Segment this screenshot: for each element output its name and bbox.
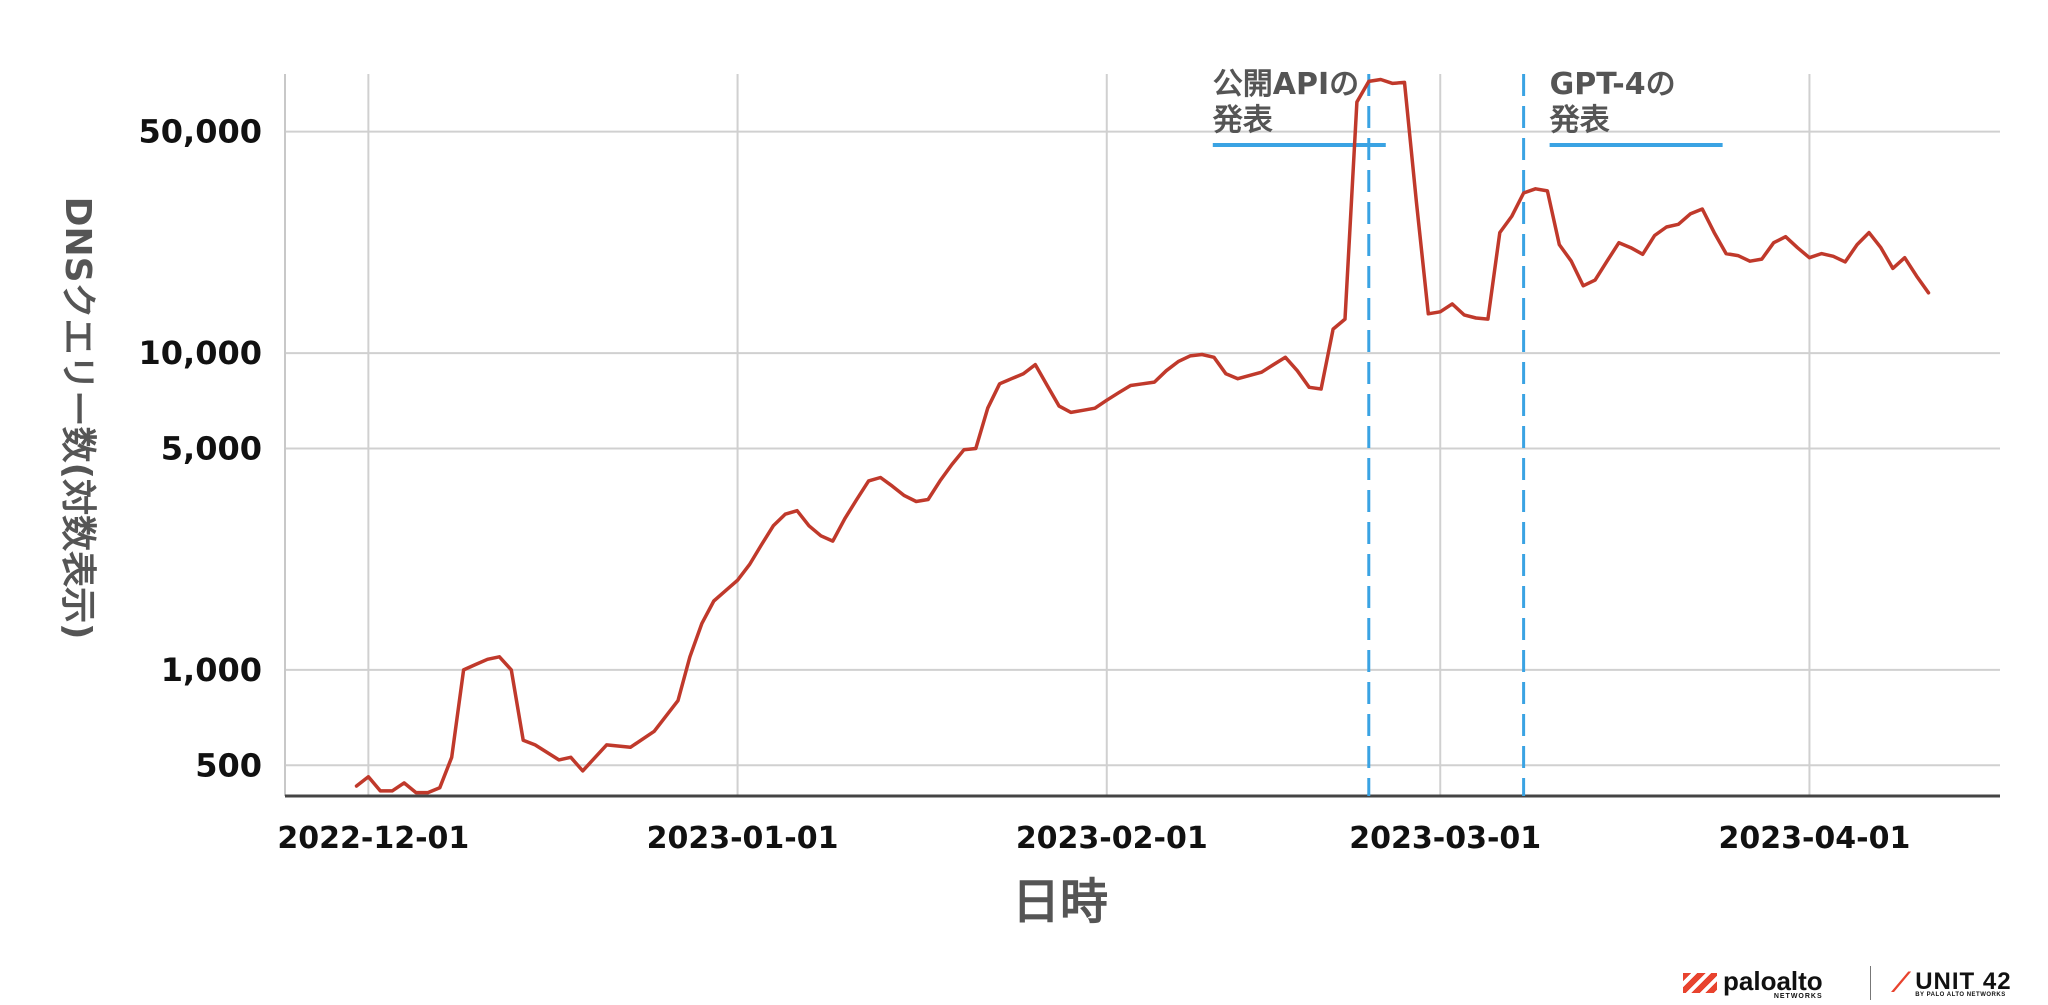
- y-tick-label: 5,000: [161, 429, 262, 467]
- paloalto-mark-icon: [1683, 973, 1717, 993]
- grid-lines: [284, 74, 2000, 798]
- x-tick-label: 2022-12-01: [277, 821, 469, 856]
- y-tick-label: 10,000: [139, 334, 262, 372]
- y-tick-label: 50,000: [139, 113, 262, 151]
- y-tick-label: 500: [195, 746, 262, 784]
- series-line: [354, 77, 1931, 795]
- series-layer: [354, 77, 1931, 795]
- x-tick-label: 2023-02-01: [1016, 821, 1208, 856]
- paloalto-logo: paloalto NETWORKS: [1683, 966, 1823, 1000]
- unit42-wordmark: UNIT 42 BY PALO ALTO NETWORKS: [1915, 968, 2012, 998]
- annotation-label-line1: GPT-4の: [1550, 67, 1676, 102]
- logo-divider: [1870, 966, 1871, 1000]
- annotation-label-line2: 発表: [1212, 103, 1273, 138]
- paloalto-wordmark: paloalto NETWORKS: [1723, 966, 1823, 1000]
- y-axis-ticks: 500 1,000 5,000 10,000 50,000: [139, 113, 262, 785]
- y-tick-label: 1,000: [161, 651, 262, 689]
- x-tick-label: 2023-04-01: [1718, 821, 1910, 856]
- x-tick-label: 2023-03-01: [1349, 821, 1541, 856]
- annotation-label-line1: 公開APIの: [1213, 67, 1359, 102]
- x-axis-ticks: 2022-12-01 2023-01-01 2023-02-01 2023-03-01…: [277, 821, 1910, 856]
- y-axis-title: DNSクエリー数(対数表示): [57, 197, 98, 640]
- unit42-logo: ⟋ UNIT 42 BY PALO ALTO NETWORKS: [1892, 967, 2012, 998]
- x-tick-label: 2023-01-01: [647, 821, 839, 856]
- unit42-mark-icon: ⟋: [1892, 967, 1912, 997]
- x-axis-title: 日時: [1012, 874, 1108, 930]
- annotation-label-line2: 発表: [1549, 103, 1610, 138]
